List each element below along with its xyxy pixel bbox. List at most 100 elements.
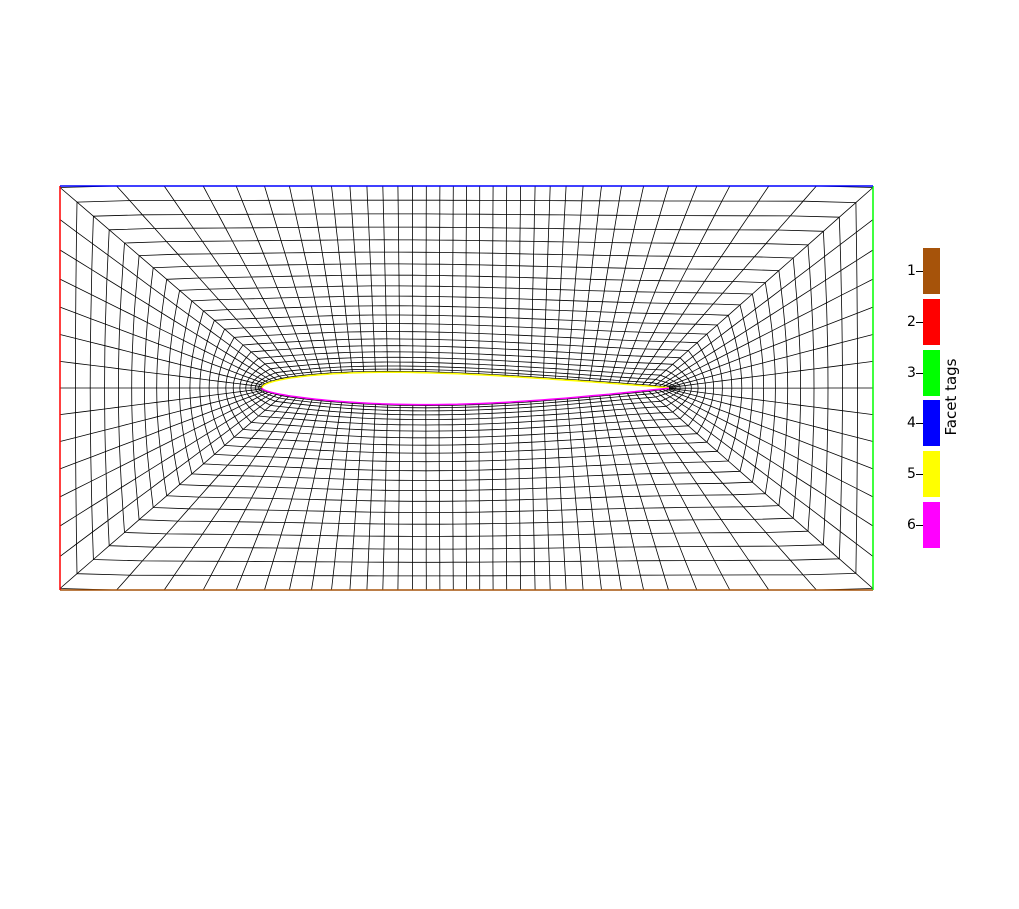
mesh-spoke <box>664 306 874 388</box>
mesh-spoke <box>478 186 481 375</box>
mesh-spoke <box>311 185 342 374</box>
mesh-spoke <box>235 185 313 376</box>
mesh-spoke <box>59 388 263 415</box>
mesh-spoke <box>59 278 270 384</box>
mesh-spoke <box>517 401 521 591</box>
mesh-spoke <box>543 185 551 379</box>
legend-tick-6 <box>916 525 923 526</box>
mesh-spoke <box>578 185 602 382</box>
mesh-spoke <box>491 185 494 376</box>
mesh-spoke <box>451 185 454 374</box>
airfoil-lower-boundary <box>261 387 669 406</box>
legend-label-5: 5 <box>907 466 916 482</box>
mesh-spoke <box>618 185 698 385</box>
mesh-spoke <box>289 185 332 374</box>
mesh-spoke <box>478 403 481 590</box>
mesh-spoke <box>667 334 874 388</box>
mesh-spoke <box>349 185 365 373</box>
mesh-spoke <box>661 278 874 388</box>
mesh-spoke <box>647 390 874 589</box>
mesh-spoke <box>618 393 698 591</box>
mesh-spoke <box>578 396 602 591</box>
mesh-spoke <box>589 185 622 382</box>
mesh-spoke <box>543 399 551 591</box>
mesh-spoke <box>599 185 644 383</box>
mesh-spoke <box>202 397 305 591</box>
legend-label-3: 3 <box>907 365 916 381</box>
mesh-spoke <box>163 396 297 591</box>
mesh-spoke <box>425 404 427 590</box>
mesh-spoke <box>609 394 669 591</box>
mesh-spoke <box>397 404 401 591</box>
mesh-spoke <box>664 388 874 470</box>
legend-tick-2 <box>916 322 923 323</box>
legend-swatch-6 <box>923 502 940 548</box>
mesh-spoke <box>647 187 874 387</box>
mesh-spoke <box>530 400 536 591</box>
mesh-spoke <box>641 390 817 591</box>
mesh-spoke <box>382 404 389 591</box>
mesh-spoke <box>491 403 494 591</box>
legend-tick-4 <box>916 423 923 424</box>
mesh-spoke <box>59 334 264 386</box>
legend-swatch-1 <box>923 248 940 294</box>
legend-tick-5 <box>916 474 923 475</box>
mesh-spoke <box>425 186 427 373</box>
mesh-spoke <box>465 185 467 375</box>
legend-swatch-3 <box>923 350 940 396</box>
mesh-spoke <box>517 185 521 377</box>
mesh-spoke <box>349 402 365 591</box>
legend-label-6: 6 <box>907 517 916 533</box>
mesh-spoke <box>530 185 536 378</box>
mesh-spoke <box>465 404 467 591</box>
mesh-spoke <box>634 391 770 591</box>
mesh-spoke <box>668 361 874 389</box>
mesh-spoke <box>331 185 353 373</box>
mesh-spoke <box>163 185 297 378</box>
facet-tags-legend: 1 2 3 4 5 6 <box>900 248 970 550</box>
mesh-spoke <box>626 392 731 591</box>
mesh-spoke <box>566 398 584 591</box>
mesh-spoke <box>59 394 284 589</box>
legend-swatch-4 <box>923 400 940 446</box>
mesh-spoke <box>657 249 874 388</box>
mesh-spoke <box>311 401 342 591</box>
legend-label-2: 2 <box>907 314 916 330</box>
mesh-spoke <box>653 389 874 557</box>
mesh-spoke <box>59 391 270 498</box>
mesh-spoke <box>59 187 284 380</box>
mesh-spoke <box>438 185 441 374</box>
mesh-spoke <box>366 185 376 373</box>
mesh-spoke <box>451 404 454 591</box>
mesh-spoke <box>661 388 874 498</box>
mesh-spoke <box>626 185 731 385</box>
mesh-spoke <box>634 185 770 386</box>
mesh-spoke <box>202 185 305 377</box>
mesh-spoke <box>555 398 567 591</box>
mesh-spoke <box>59 389 264 442</box>
mesh-spoke <box>289 400 332 591</box>
legend-label-1: 1 <box>907 263 916 279</box>
mesh-spoke <box>59 392 273 527</box>
mesh-spoke <box>264 399 322 591</box>
mesh-spoke <box>116 185 290 379</box>
mesh-spoke <box>366 403 376 591</box>
airfoil-upper-boundary <box>261 371 669 389</box>
mesh-spoke <box>667 388 874 442</box>
mesh-spoke <box>59 306 267 385</box>
mesh-spoke <box>438 404 441 591</box>
mesh-spoke <box>504 402 508 591</box>
mesh-spoke <box>382 185 389 373</box>
legend-swatch-5 <box>923 451 940 497</box>
mesh-spoke <box>653 219 874 387</box>
mesh-spoke <box>59 390 267 470</box>
mesh-spoke <box>609 185 669 384</box>
mesh-spoke <box>641 185 817 386</box>
legend-label-4: 4 <box>907 415 916 431</box>
legend-tick-3 <box>916 373 923 374</box>
mesh-spoke <box>59 249 274 383</box>
legend-title: Facet tags <box>942 358 960 436</box>
mesh-spoke <box>331 402 353 591</box>
